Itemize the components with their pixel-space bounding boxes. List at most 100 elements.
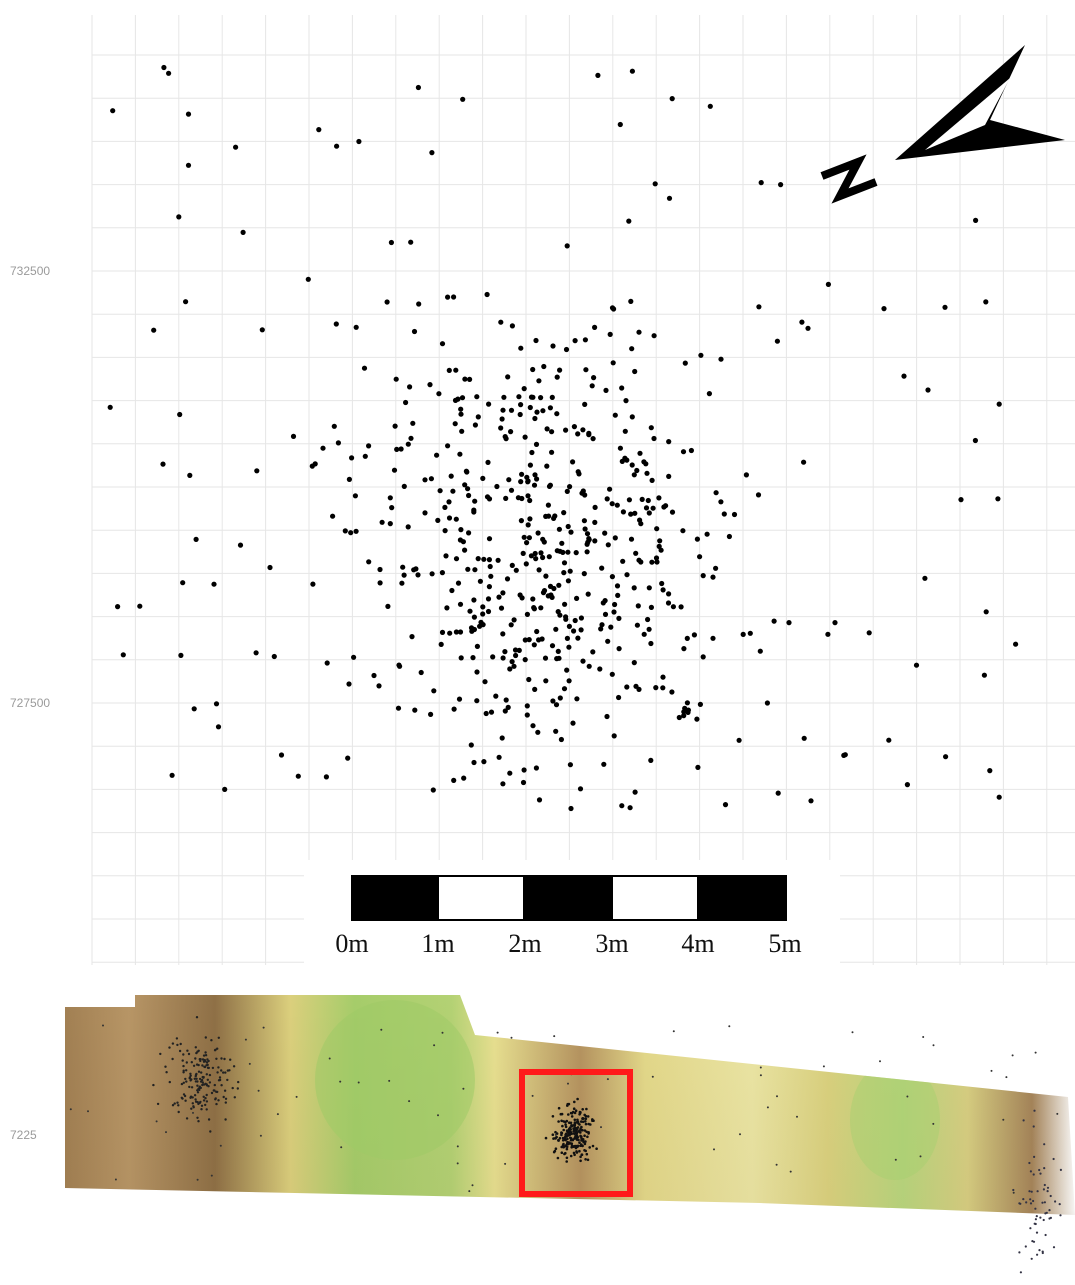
point-marker [710,635,716,641]
point-marker [202,1095,205,1098]
point-marker [728,1025,731,1028]
point-marker [208,1073,212,1077]
point-marker [442,504,448,510]
point-marker [216,1090,219,1094]
point-marker [217,1066,220,1069]
point-marker [566,1142,570,1146]
point-marker [866,630,872,636]
point-marker [1025,1201,1028,1204]
point-marker [557,1120,560,1123]
point-marker [353,324,359,330]
point-marker [560,1131,563,1134]
point-marker [808,798,814,804]
point-marker [825,631,831,637]
point-marker [345,755,351,761]
point-marker [578,615,585,621]
point-marker [193,1077,196,1080]
point-marker [457,629,464,635]
point-marker [589,383,595,389]
point-marker [669,689,675,695]
point-marker [822,1065,825,1068]
point-marker [574,1146,578,1150]
point-marker [919,1155,922,1158]
point-marker [168,1046,171,1049]
point-marker [215,1102,218,1106]
point-marker [597,666,603,672]
point-marker [472,422,478,428]
point-marker [778,182,784,188]
point-marker [612,535,618,541]
point-marker [199,1058,202,1061]
point-marker [232,1065,236,1068]
point-marker [531,1094,534,1097]
point-marker [290,433,297,439]
point-marker [617,445,624,451]
point-marker [629,414,635,420]
scale-label-4m: 4m [681,929,715,958]
point-marker [574,1109,578,1112]
point-marker [1043,1183,1046,1187]
point-marker [520,779,527,786]
point-marker [253,650,259,656]
point-marker [602,530,608,536]
point-marker [216,1071,219,1074]
point-marker [564,667,570,673]
point-marker [706,391,713,397]
point-marker [555,648,561,655]
point-marker [512,647,519,653]
point-marker [561,1136,565,1140]
point-marker [397,663,403,669]
point-marker [453,516,459,522]
point-marker [195,1016,199,1019]
point-marker [457,451,463,457]
point-marker [218,1076,222,1079]
point-marker [468,742,474,748]
point-marker [651,333,657,339]
point-marker [660,587,666,593]
point-marker [575,1138,579,1141]
point-marker [418,669,424,676]
point-marker [584,1122,588,1126]
point-marker [556,582,562,588]
point-marker [562,1142,565,1146]
point-marker [886,737,892,743]
point-marker [442,528,448,534]
point-marker [506,477,512,483]
point-marker [605,542,611,548]
point-marker [622,428,628,434]
point-marker [619,385,625,391]
point-marker [1011,1054,1014,1057]
point-marker [453,629,459,635]
point-marker [540,554,546,561]
point-marker [205,1084,209,1087]
point-marker [1028,1190,1031,1193]
point-marker [333,321,339,327]
point-marker [533,765,540,771]
point-marker [495,557,501,563]
point-marker [565,1160,568,1163]
point-marker [566,623,573,630]
point-marker [403,399,409,406]
highlight-box [519,1069,633,1197]
point-marker [658,547,664,553]
point-marker [566,678,572,684]
point-marker [631,585,637,591]
point-marker [545,593,551,599]
point-marker [540,408,546,414]
point-marker [527,462,534,468]
point-marker [323,774,329,780]
point-marker [429,571,435,577]
point-marker [624,684,630,690]
point-marker [615,592,621,599]
point-marker [901,373,907,379]
point-marker [1034,1051,1037,1054]
point-marker [1022,1119,1025,1122]
point-marker [1022,1198,1025,1201]
point-marker [681,709,687,715]
point-marker [503,436,509,442]
point-marker [519,471,525,477]
point-marker [564,243,570,249]
point-marker [581,1120,585,1124]
point-marker [471,1184,474,1187]
point-marker [259,1134,262,1137]
